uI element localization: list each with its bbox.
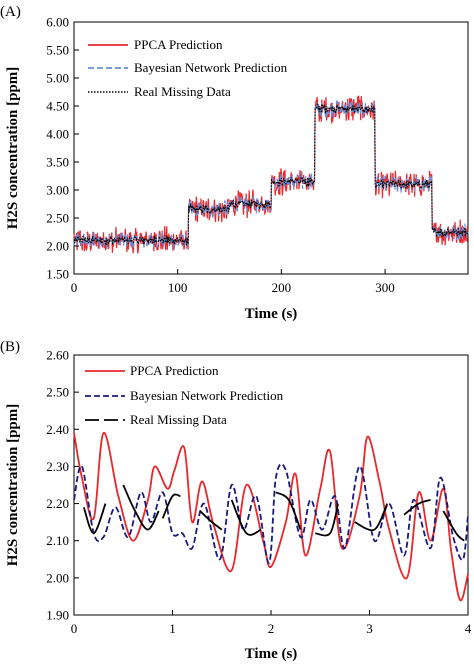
panel-b-x-axis-label: Time (s) bbox=[245, 646, 298, 662]
series-line-2 bbox=[73, 103, 469, 246]
y-tick-label: 5.50 bbox=[46, 43, 69, 58]
x-tick-label: 1 bbox=[169, 621, 176, 636]
x-tick-label: 4 bbox=[465, 621, 472, 636]
panel-b-y-axis-label: H2S concentration [ppm] bbox=[5, 404, 21, 567]
panel-b-legend-ppca: PPCA Prediction bbox=[130, 363, 219, 378]
panel-a-legend-bn: Bayesian Network Prediction bbox=[134, 60, 288, 75]
y-tick-label: 2.50 bbox=[46, 385, 69, 400]
series-line-ppca bbox=[73, 432, 469, 602]
y-tick-label: 6.00 bbox=[46, 15, 69, 30]
panel-b-x-ticks: 0 1 2 3 4 bbox=[71, 610, 472, 636]
series-line-real-piece bbox=[275, 491, 302, 530]
x-tick-label: 200 bbox=[272, 280, 292, 295]
series-line-0 bbox=[73, 95, 469, 254]
series-line-1 bbox=[73, 100, 469, 251]
y-tick-label: 2.30 bbox=[46, 459, 69, 474]
panel-b-legend: PPCA Prediction Bayesian Network Predict… bbox=[85, 363, 284, 427]
y-tick-label: 3.00 bbox=[46, 183, 69, 198]
series-line-real-piece bbox=[354, 503, 389, 532]
y-tick-label: 5.00 bbox=[46, 71, 69, 86]
y-tick-label: 2.10 bbox=[46, 533, 69, 548]
panel-a: (A) 1.50 2.00 2.50 3.00 3.50 4.00 4.50 5.00 5.50… bbox=[0, 4, 469, 322]
x-tick-label: 2 bbox=[268, 621, 275, 636]
panel-a-y-ticks: 1.50 2.00 2.50 3.00 3.50 4.00 4.50 5.00 5.50 6.00 bbox=[46, 15, 79, 282]
x-tick-label: 300 bbox=[375, 280, 395, 295]
series-line-real-piece bbox=[199, 510, 223, 531]
panel-a-plot-frame bbox=[73, 21, 469, 275]
y-tick-label: 2.00 bbox=[46, 239, 69, 254]
panel-a-x-ticks: 0 100 200 300 bbox=[71, 269, 395, 295]
x-tick-label: 0 bbox=[71, 621, 78, 636]
series-line-real-piece bbox=[161, 493, 181, 519]
series-line-real-piece bbox=[82, 503, 107, 535]
panel-b-legend-real: Real Missing Data bbox=[130, 412, 227, 427]
series-line-real-piece bbox=[122, 484, 160, 531]
panel-b-label: (B) bbox=[0, 339, 20, 355]
panel-a-legend-ppca: PPCA Prediction bbox=[134, 37, 223, 52]
x-tick-label: 100 bbox=[168, 280, 188, 295]
y-tick-label: 1.90 bbox=[46, 608, 69, 623]
y-tick-label: 2.50 bbox=[46, 211, 69, 226]
y-tick-label: 2.40 bbox=[46, 422, 69, 437]
panel-b-series bbox=[73, 432, 469, 602]
panel-a-label: (A) bbox=[0, 4, 21, 20]
y-tick-label: 2.20 bbox=[46, 496, 69, 511]
panel-a-y-axis-label: H2S concentration [ppm] bbox=[5, 67, 21, 230]
series-line-real-piece bbox=[403, 499, 431, 516]
series-line-bayesian bbox=[73, 463, 469, 564]
panel-b-legend-bn: Bayesian Network Prediction bbox=[130, 388, 284, 403]
x-tick-label: 0 bbox=[71, 280, 78, 295]
x-tick-label: 3 bbox=[366, 621, 373, 636]
y-tick-label: 4.00 bbox=[46, 127, 69, 142]
y-tick-label: 2.60 bbox=[46, 348, 69, 363]
panel-a-series bbox=[73, 95, 469, 254]
y-tick-label: 1.50 bbox=[46, 267, 69, 282]
panel-a-legend-real: Real Missing Data bbox=[134, 84, 231, 99]
y-tick-label: 2.00 bbox=[46, 570, 69, 585]
y-tick-label: 3.50 bbox=[46, 155, 69, 170]
panel-b: (B) 1.90 2.00 2.10 2.20 2.30 2.40 2.50 2.60 0 1 2… bbox=[0, 339, 472, 662]
y-tick-label: 4.50 bbox=[46, 99, 69, 114]
series-line-real-piece bbox=[230, 499, 262, 536]
panel-a-x-axis-label: Time (s) bbox=[245, 306, 298, 322]
panel-a-legend: PPCA Prediction Bayesian Network Predict… bbox=[88, 37, 288, 99]
panel-b-y-ticks: 1.90 2.00 2.10 2.20 2.30 2.40 2.50 2.60 bbox=[46, 348, 79, 623]
series-line-real-piece bbox=[442, 510, 465, 542]
series-line-real-piece bbox=[315, 503, 339, 537]
